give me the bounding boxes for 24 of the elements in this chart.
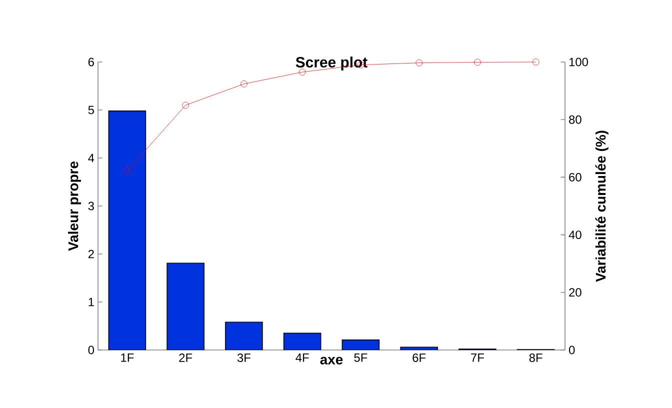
x-tick-label: 1F [121,354,134,362]
y2-tick-label: 40 [568,230,582,240]
y2-tick-label: 80 [569,115,582,124]
y2-tick-label: 20 [569,288,582,297]
y-tick-label: 0 [88,346,94,354]
x-tick-label: 2F [179,354,192,362]
y-axis-title: Valeur propre [68,162,81,251]
y2-axis-title: Variabilité cumulée (%) [595,130,608,282]
x-tick-label: 8F [529,354,542,362]
y2-tick-label: 100 [569,58,588,66]
y-tick-label: 3 [88,202,94,210]
x-tick-label: 7F [471,354,484,362]
y2-tick-label: 60 [569,172,582,182]
y-tick-label: 4 [88,154,94,162]
y2-tick-label: 0 [568,346,575,354]
y-tick-label: 1 [88,298,94,306]
y-tick-label: 2 [88,250,94,258]
x-axis-title: axe [320,356,343,364]
x-tick-label: 5F [354,354,368,362]
x-tick-label: 4F [296,354,309,362]
x-tick-label: 6F [412,354,426,362]
y-tick-label: 5 [88,106,94,114]
y-tick-label: 6 [88,58,94,66]
x-tick-label: 3F [237,354,250,362]
